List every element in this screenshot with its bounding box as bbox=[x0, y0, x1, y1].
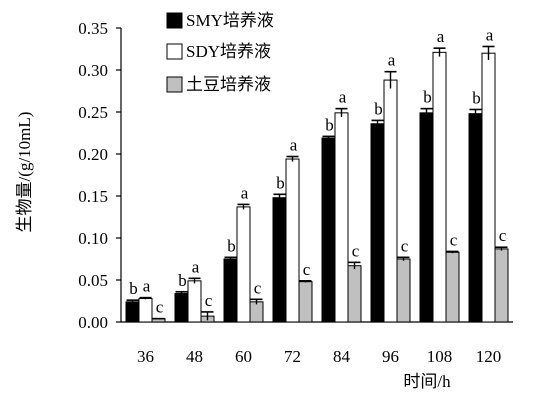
bar bbox=[370, 123, 385, 323]
y-axis-ticks: 0.00 0.05 0.10 0.15 0.20 0.25 0.30 0.35 bbox=[78, 19, 121, 332]
significance-letter: c bbox=[254, 278, 262, 297]
significance-letter: c bbox=[303, 260, 311, 279]
legend-swatch bbox=[166, 76, 183, 93]
bar bbox=[249, 301, 264, 323]
x-tick-label: 36 bbox=[137, 347, 154, 366]
x-tick-label: 108 bbox=[427, 347, 453, 366]
y-tick-label: 0.05 bbox=[78, 271, 108, 290]
bar bbox=[432, 51, 447, 323]
legend-label: SDY培养液 bbox=[186, 42, 271, 61]
significance-letter: b bbox=[129, 279, 138, 298]
bar bbox=[236, 206, 251, 323]
significance-letter: a bbox=[339, 88, 347, 107]
legend-label: 土豆培养液 bbox=[186, 75, 271, 94]
x-tick-label: 120 bbox=[476, 347, 502, 366]
bar bbox=[272, 197, 287, 323]
significance-letter: c bbox=[450, 230, 458, 249]
y-tick-label: 0.30 bbox=[78, 61, 108, 80]
x-tick-label: 84 bbox=[333, 347, 351, 366]
y-tick-label: 0.25 bbox=[78, 103, 108, 122]
bar bbox=[174, 292, 189, 323]
bar bbox=[321, 137, 336, 323]
legend-swatch bbox=[166, 43, 183, 60]
bar bbox=[298, 281, 313, 323]
significance-letter: c bbox=[156, 298, 164, 317]
bar bbox=[481, 52, 496, 323]
significance-letter: b bbox=[276, 173, 285, 192]
bar bbox=[334, 112, 349, 323]
bar bbox=[419, 112, 434, 323]
significance-letter: b bbox=[472, 88, 481, 107]
y-axis-label: 生物量/(g/10mL) bbox=[15, 112, 34, 233]
bar bbox=[187, 280, 202, 323]
bar bbox=[468, 113, 483, 323]
bar bbox=[138, 297, 153, 323]
bar bbox=[223, 258, 238, 323]
y-tick-label: 0.15 bbox=[78, 187, 108, 206]
significance-letter: a bbox=[192, 257, 200, 276]
x-axis-label: 时间/h bbox=[403, 372, 451, 391]
significance-letter: a bbox=[241, 183, 249, 202]
significance-letter: a bbox=[388, 51, 396, 70]
y-tick-label: 0.10 bbox=[78, 229, 108, 248]
x-tick-label: 48 bbox=[186, 347, 203, 366]
significance-letter: c bbox=[205, 291, 213, 310]
y-tick-label: 0.20 bbox=[78, 145, 108, 164]
bar bbox=[445, 251, 460, 323]
bar bbox=[125, 301, 140, 323]
significance-letter: b bbox=[325, 115, 334, 134]
bars-layer bbox=[125, 45, 509, 323]
bar bbox=[396, 258, 411, 323]
x-tick-label: 96 bbox=[382, 347, 399, 366]
bar bbox=[285, 158, 300, 323]
bar bbox=[383, 79, 398, 323]
significance-letter: a bbox=[290, 136, 298, 155]
significance-letter: b bbox=[374, 99, 383, 118]
significance-letter: a bbox=[143, 277, 151, 296]
bar bbox=[494, 248, 509, 323]
significance-letter: c bbox=[352, 241, 360, 260]
significance-letter: c bbox=[401, 236, 409, 255]
x-tick-label: 72 bbox=[284, 347, 301, 366]
significance-letter: a bbox=[486, 25, 494, 44]
significance-letter: c bbox=[499, 226, 507, 245]
significance-letter: b bbox=[423, 88, 432, 107]
bar bbox=[347, 265, 362, 323]
x-tick-label: 60 bbox=[235, 347, 252, 366]
significance-letter: a bbox=[437, 27, 445, 46]
legend-swatch bbox=[166, 12, 183, 29]
y-tick-label: 0.35 bbox=[78, 19, 108, 38]
significance-letter: b bbox=[227, 236, 236, 255]
significance-letter: b bbox=[178, 271, 187, 290]
x-axis-ticks: 36 48 60 72 84 96 108 120 bbox=[137, 347, 501, 366]
y-tick-label: 0.00 bbox=[78, 313, 108, 332]
legend-label: SMY培养液 bbox=[186, 11, 274, 30]
